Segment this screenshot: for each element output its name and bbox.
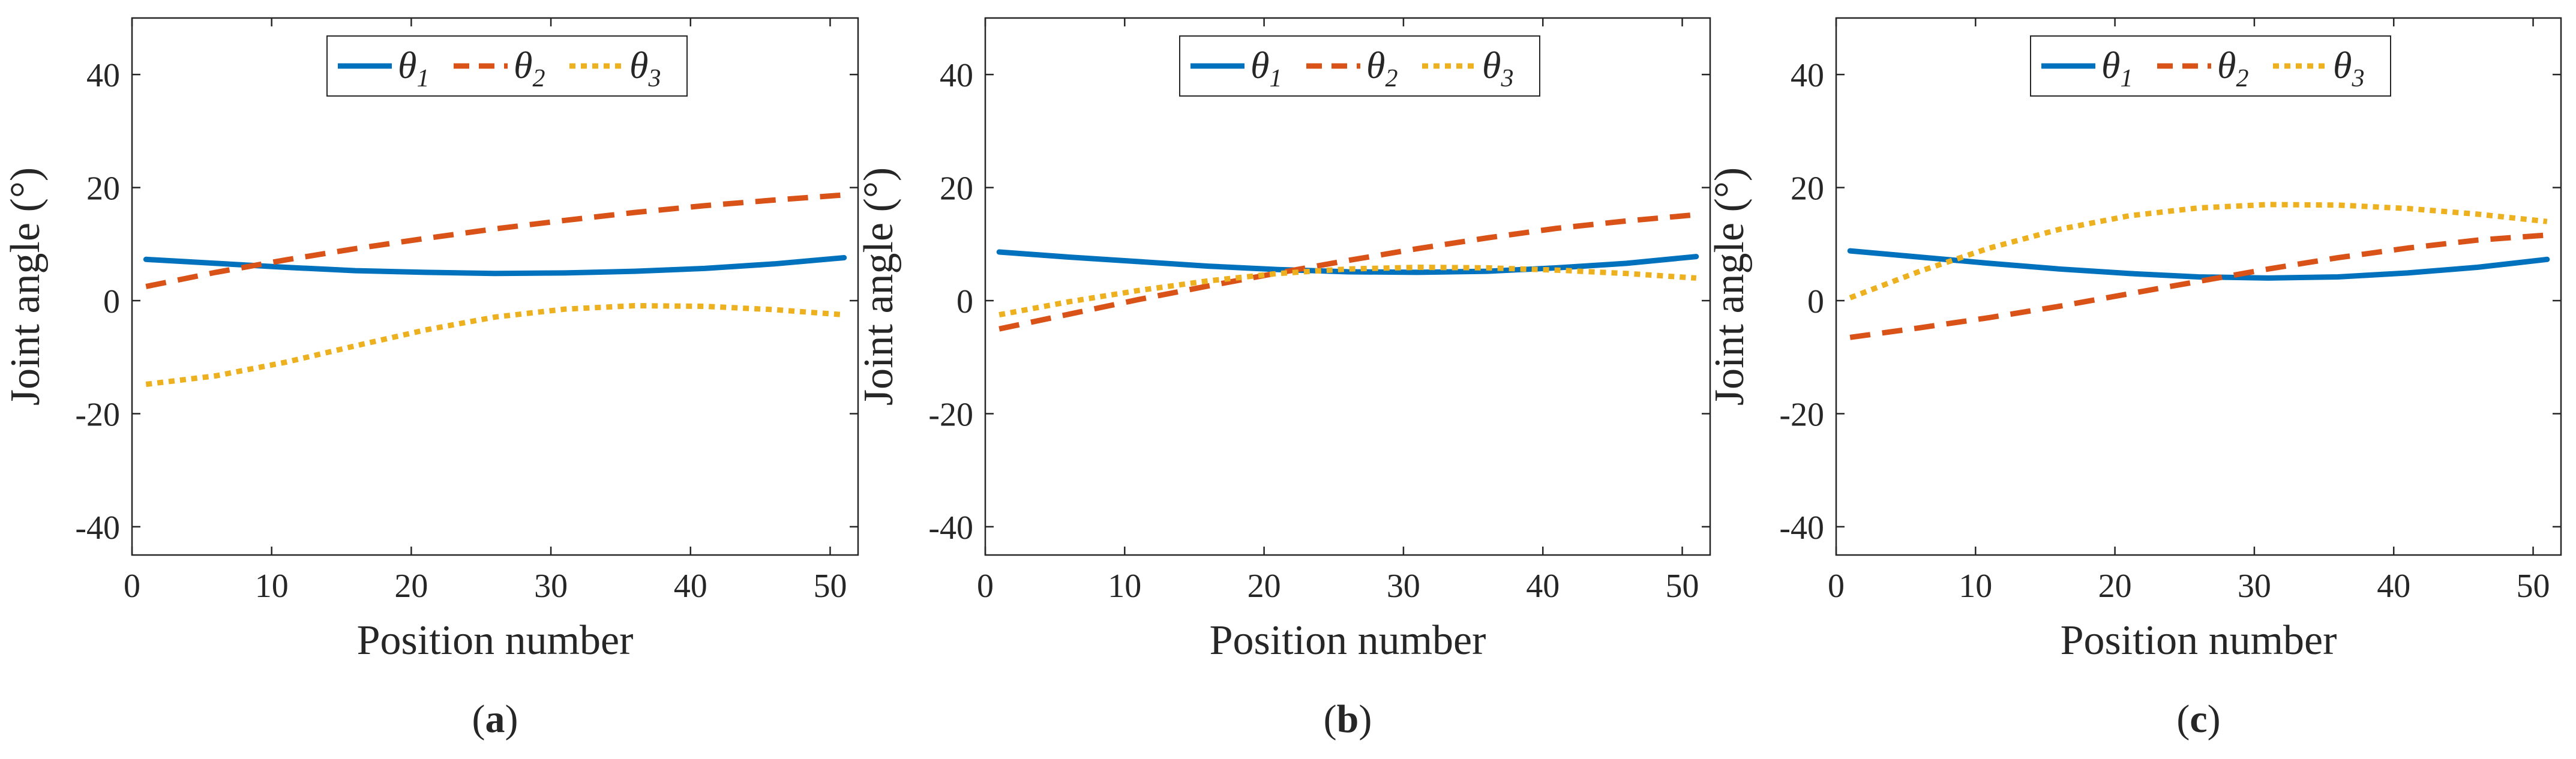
y-tick-label: -20	[928, 396, 973, 433]
x-tick-label: 50	[1666, 568, 1699, 605]
x-tick-label: 50	[813, 568, 847, 605]
caption-part: )	[505, 697, 518, 741]
series-line-theta-2	[1849, 232, 2548, 340]
x-tick-label: 20	[394, 568, 428, 605]
series-line-theta-1	[143, 255, 847, 277]
caption-part: (	[1324, 697, 1337, 741]
x-tick-label: 40	[1526, 568, 1560, 605]
x-tick-label: 30	[2238, 568, 2271, 605]
series-group	[1847, 202, 2550, 340]
legend-subscript: 1	[1269, 65, 1282, 92]
y-tick-label: 40	[940, 57, 973, 94]
y-tick-label: 20	[1791, 170, 1824, 208]
series-line-theta-1	[996, 249, 1699, 275]
series-line-theta-2	[998, 212, 1697, 332]
y-tick-label: 20	[940, 170, 973, 208]
axes-frame	[1835, 17, 2562, 556]
panel-caption: (a)	[472, 697, 518, 741]
legend: θ1 θ2 θ3	[326, 35, 688, 97]
caption-part: c	[2190, 697, 2207, 741]
x-tick-label: 20	[2098, 568, 2132, 605]
x-tick-label: 30	[534, 568, 568, 605]
legend-subscript: 2	[532, 65, 545, 92]
legend-subscript: 2	[1385, 65, 1398, 92]
panel-caption: (b)	[1324, 697, 1372, 741]
chart-panel-c: 0 10 20 30 40 50 -40 -20 0 20 40 Position number Joi…	[1707, 17, 2562, 741]
legend-subscript: 3	[647, 65, 661, 92]
y-tick-label: -40	[75, 509, 120, 547]
series-line-theta-3	[1849, 202, 2548, 301]
chart-panel-b: 0 10 20 30 40 50 -40 -20 0 20 40 Position number Joi…	[856, 17, 1711, 741]
caption-part: )	[1359, 697, 1372, 741]
legend-subscript: 1	[2120, 65, 2133, 92]
plot-area	[985, 18, 1710, 555]
x-tick-label: 30	[1387, 568, 1420, 605]
x-tick-label: 50	[2517, 568, 2550, 605]
legend: θ1 θ2 θ3	[2030, 35, 2391, 97]
y-tick-label: 0	[1807, 283, 1824, 320]
caption-part: a	[485, 697, 505, 741]
x-axis-label: Position number	[357, 617, 634, 664]
plot-area	[1836, 18, 2561, 555]
y-tick-label: 20	[86, 170, 120, 208]
legend: θ1 θ2 θ3	[1179, 35, 1540, 97]
x-axis-label: Position number	[1210, 617, 1486, 664]
panel-caption: (c)	[2176, 697, 2220, 741]
caption-part: )	[2208, 697, 2221, 741]
x-tick-label: 10	[255, 568, 289, 605]
chart-panel-a: 0 10 20 30 40 50 -40 -20 0 20 40 Position number Joi…	[2, 17, 859, 741]
axes-frame	[131, 17, 859, 556]
y-tick-label: -20	[75, 396, 120, 433]
series-group	[996, 212, 1699, 332]
plot-area	[132, 18, 858, 555]
x-tick-label: 0	[1828, 568, 1845, 605]
y-tick-label: -40	[928, 509, 973, 547]
y-tick-label: 40	[1791, 57, 1824, 94]
legend-subscript: 3	[1500, 65, 1513, 92]
x-tick-label: 0	[977, 568, 994, 605]
x-tick-label: 10	[1959, 568, 1992, 605]
x-axis-label: Position number	[2061, 617, 2337, 664]
x-tick-label: 40	[674, 568, 707, 605]
caption-part: (	[2176, 697, 2190, 741]
series-line-theta-2	[145, 192, 845, 289]
y-tick-label: 0	[103, 283, 120, 320]
x-tick-label: 10	[1108, 568, 1141, 605]
caption-part: (	[472, 697, 485, 741]
series-line-theta-3	[998, 265, 1697, 318]
y-axis-label: Joint angle (°)	[1707, 167, 1753, 406]
y-tick-label: 0	[956, 283, 973, 320]
y-axis-label: Joint angle (°)	[2, 167, 49, 406]
y-tick-label: 40	[86, 57, 120, 94]
series-group	[143, 192, 847, 387]
y-axis-label: Joint angle (°)	[856, 167, 902, 406]
y-tick-label: -40	[1779, 509, 1824, 547]
series-line-theta-1	[1847, 248, 2550, 281]
legend-subscript: 3	[2351, 65, 2364, 92]
caption-part: b	[1337, 697, 1359, 741]
axes-frame	[984, 17, 1711, 556]
series-line-theta-3	[145, 303, 845, 387]
x-tick-label: 20	[1247, 568, 1281, 605]
x-tick-label: 40	[2377, 568, 2410, 605]
x-tick-label: 0	[124, 568, 140, 605]
legend-subscript: 2	[2236, 65, 2248, 92]
legend-subscript: 1	[416, 65, 429, 92]
y-tick-label: -20	[1779, 396, 1824, 433]
